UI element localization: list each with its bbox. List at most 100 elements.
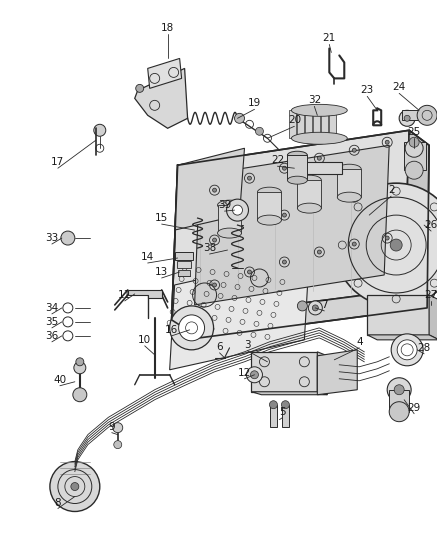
Circle shape bbox=[283, 260, 286, 264]
Text: 15: 15 bbox=[155, 213, 168, 223]
Polygon shape bbox=[175, 148, 244, 230]
Circle shape bbox=[269, 401, 277, 409]
Bar bbox=[287, 155, 307, 180]
Circle shape bbox=[312, 305, 318, 311]
Ellipse shape bbox=[258, 215, 281, 225]
Text: 12: 12 bbox=[238, 368, 251, 378]
Circle shape bbox=[170, 306, 214, 350]
Circle shape bbox=[61, 231, 75, 245]
Circle shape bbox=[50, 462, 100, 512]
Circle shape bbox=[281, 401, 290, 409]
Text: 40: 40 bbox=[53, 375, 67, 385]
Bar bbox=[177, 261, 191, 268]
Circle shape bbox=[94, 124, 106, 136]
Circle shape bbox=[113, 423, 123, 433]
Circle shape bbox=[387, 378, 411, 402]
Circle shape bbox=[352, 148, 356, 152]
Circle shape bbox=[318, 250, 321, 254]
Bar bbox=[313, 110, 320, 138]
Circle shape bbox=[74, 362, 86, 374]
Circle shape bbox=[212, 188, 216, 192]
Polygon shape bbox=[128, 290, 162, 298]
Circle shape bbox=[389, 402, 409, 422]
Text: 17: 17 bbox=[51, 157, 64, 167]
Circle shape bbox=[233, 205, 243, 215]
Ellipse shape bbox=[287, 176, 307, 184]
Circle shape bbox=[226, 199, 248, 221]
Ellipse shape bbox=[218, 200, 241, 210]
Bar bbox=[305, 110, 312, 138]
Polygon shape bbox=[172, 290, 427, 338]
Ellipse shape bbox=[291, 132, 347, 144]
Ellipse shape bbox=[337, 164, 361, 174]
Circle shape bbox=[399, 110, 415, 126]
Polygon shape bbox=[318, 352, 327, 395]
Circle shape bbox=[352, 195, 356, 199]
Text: 2: 2 bbox=[388, 185, 395, 195]
Bar bbox=[404, 142, 426, 170]
Text: 7: 7 bbox=[321, 300, 328, 310]
Polygon shape bbox=[429, 295, 438, 340]
Circle shape bbox=[391, 334, 423, 366]
Text: 27: 27 bbox=[424, 290, 438, 300]
Circle shape bbox=[212, 238, 216, 242]
Bar bbox=[389, 390, 409, 411]
Ellipse shape bbox=[258, 187, 281, 197]
Circle shape bbox=[308, 301, 322, 315]
Text: 8: 8 bbox=[55, 497, 61, 507]
Text: 4: 4 bbox=[356, 337, 363, 347]
Text: 29: 29 bbox=[407, 403, 421, 413]
Circle shape bbox=[390, 239, 402, 251]
Polygon shape bbox=[318, 350, 357, 395]
Circle shape bbox=[114, 441, 122, 449]
Circle shape bbox=[394, 385, 404, 395]
Ellipse shape bbox=[337, 192, 361, 202]
Circle shape bbox=[405, 161, 423, 179]
Text: 28: 28 bbox=[417, 343, 431, 353]
Text: 9: 9 bbox=[109, 422, 115, 432]
Bar bbox=[297, 180, 321, 208]
Bar bbox=[283, 405, 290, 427]
Polygon shape bbox=[404, 130, 429, 308]
Bar bbox=[290, 110, 297, 138]
Ellipse shape bbox=[297, 175, 321, 185]
Circle shape bbox=[212, 283, 216, 287]
Circle shape bbox=[251, 371, 258, 379]
Text: 13: 13 bbox=[155, 267, 168, 277]
Text: 34: 34 bbox=[45, 303, 59, 313]
Polygon shape bbox=[148, 59, 182, 88]
Circle shape bbox=[73, 387, 87, 402]
Circle shape bbox=[417, 106, 437, 125]
Bar bbox=[294, 162, 342, 174]
Circle shape bbox=[179, 315, 205, 341]
Circle shape bbox=[297, 301, 307, 311]
Text: 20: 20 bbox=[288, 115, 301, 125]
Circle shape bbox=[385, 140, 389, 144]
Text: 6: 6 bbox=[216, 342, 223, 352]
Circle shape bbox=[255, 127, 263, 135]
Circle shape bbox=[247, 367, 262, 383]
Bar bbox=[321, 110, 328, 138]
Polygon shape bbox=[251, 352, 318, 392]
Circle shape bbox=[71, 482, 79, 490]
Text: 38: 38 bbox=[203, 243, 216, 253]
Text: 21: 21 bbox=[323, 34, 336, 44]
Circle shape bbox=[334, 183, 438, 307]
Bar bbox=[402, 110, 432, 120]
Polygon shape bbox=[172, 130, 409, 320]
Circle shape bbox=[385, 236, 389, 240]
Circle shape bbox=[283, 213, 286, 217]
Ellipse shape bbox=[291, 104, 347, 116]
Circle shape bbox=[234, 114, 244, 123]
Bar bbox=[258, 192, 281, 220]
Text: 25: 25 bbox=[407, 127, 421, 138]
Text: 35: 35 bbox=[45, 317, 59, 327]
Text: 10: 10 bbox=[138, 335, 151, 345]
Polygon shape bbox=[367, 335, 438, 340]
Text: 18: 18 bbox=[161, 23, 174, 34]
Bar bbox=[297, 110, 304, 138]
Text: 5: 5 bbox=[279, 407, 286, 417]
Bar bbox=[218, 205, 241, 233]
Circle shape bbox=[247, 176, 251, 180]
Circle shape bbox=[247, 270, 251, 274]
